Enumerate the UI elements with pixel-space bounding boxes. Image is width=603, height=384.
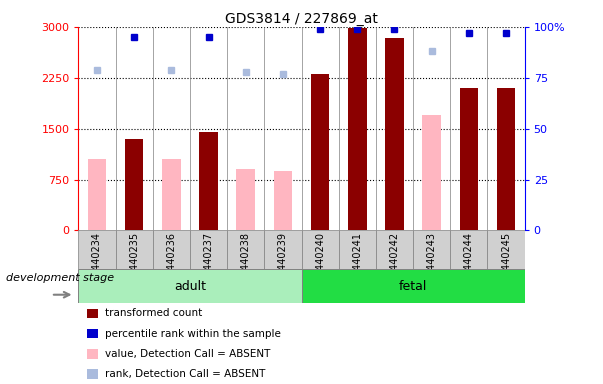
Text: value, Detection Call = ABSENT: value, Detection Call = ABSENT [105, 349, 271, 359]
Bar [78, 230, 116, 269]
Text: GSM440240: GSM440240 [315, 232, 325, 291]
Text: GSM440241: GSM440241 [352, 232, 362, 291]
Text: GSM440245: GSM440245 [501, 232, 511, 291]
Text: GSM440234: GSM440234 [92, 232, 102, 291]
Bar [385, 38, 404, 230]
Bar [162, 159, 181, 230]
Bar [376, 230, 413, 269]
Bar [302, 269, 525, 303]
Title: GDS3814 / 227869_at: GDS3814 / 227869_at [225, 12, 378, 26]
Text: GSM440239: GSM440239 [278, 232, 288, 291]
Text: GSM440236: GSM440236 [166, 232, 176, 291]
Bar [264, 230, 302, 269]
Bar [199, 132, 218, 230]
Bar [339, 230, 376, 269]
Bar [87, 329, 98, 338]
Text: rank, Detection Call = ABSENT: rank, Detection Call = ABSENT [105, 369, 265, 379]
Bar [227, 230, 264, 269]
Bar [413, 230, 450, 269]
Bar [125, 139, 144, 230]
Text: GSM440242: GSM440242 [390, 232, 399, 291]
Bar [87, 159, 106, 230]
Bar [87, 369, 98, 379]
Bar [311, 74, 329, 230]
Bar [459, 88, 478, 230]
Bar [348, 28, 367, 230]
Bar [87, 309, 98, 318]
Bar [302, 230, 339, 269]
Bar [422, 115, 441, 230]
Bar [487, 230, 525, 269]
Bar [274, 171, 292, 230]
Text: GSM440235: GSM440235 [129, 232, 139, 291]
Bar [78, 269, 302, 303]
Text: development stage: development stage [6, 273, 114, 283]
Bar [87, 349, 98, 359]
Bar [153, 230, 190, 269]
Text: fetal: fetal [399, 280, 428, 293]
Bar [236, 169, 255, 230]
Text: GSM440243: GSM440243 [427, 232, 437, 291]
Bar [497, 88, 516, 230]
Bar [116, 230, 153, 269]
Text: transformed count: transformed count [105, 308, 203, 318]
Text: percentile rank within the sample: percentile rank within the sample [105, 329, 281, 339]
Bar [190, 230, 227, 269]
Text: GSM440237: GSM440237 [204, 232, 213, 291]
Text: GSM440244: GSM440244 [464, 232, 474, 291]
Bar [450, 230, 487, 269]
Text: GSM440238: GSM440238 [241, 232, 251, 291]
Text: adult: adult [174, 280, 206, 293]
